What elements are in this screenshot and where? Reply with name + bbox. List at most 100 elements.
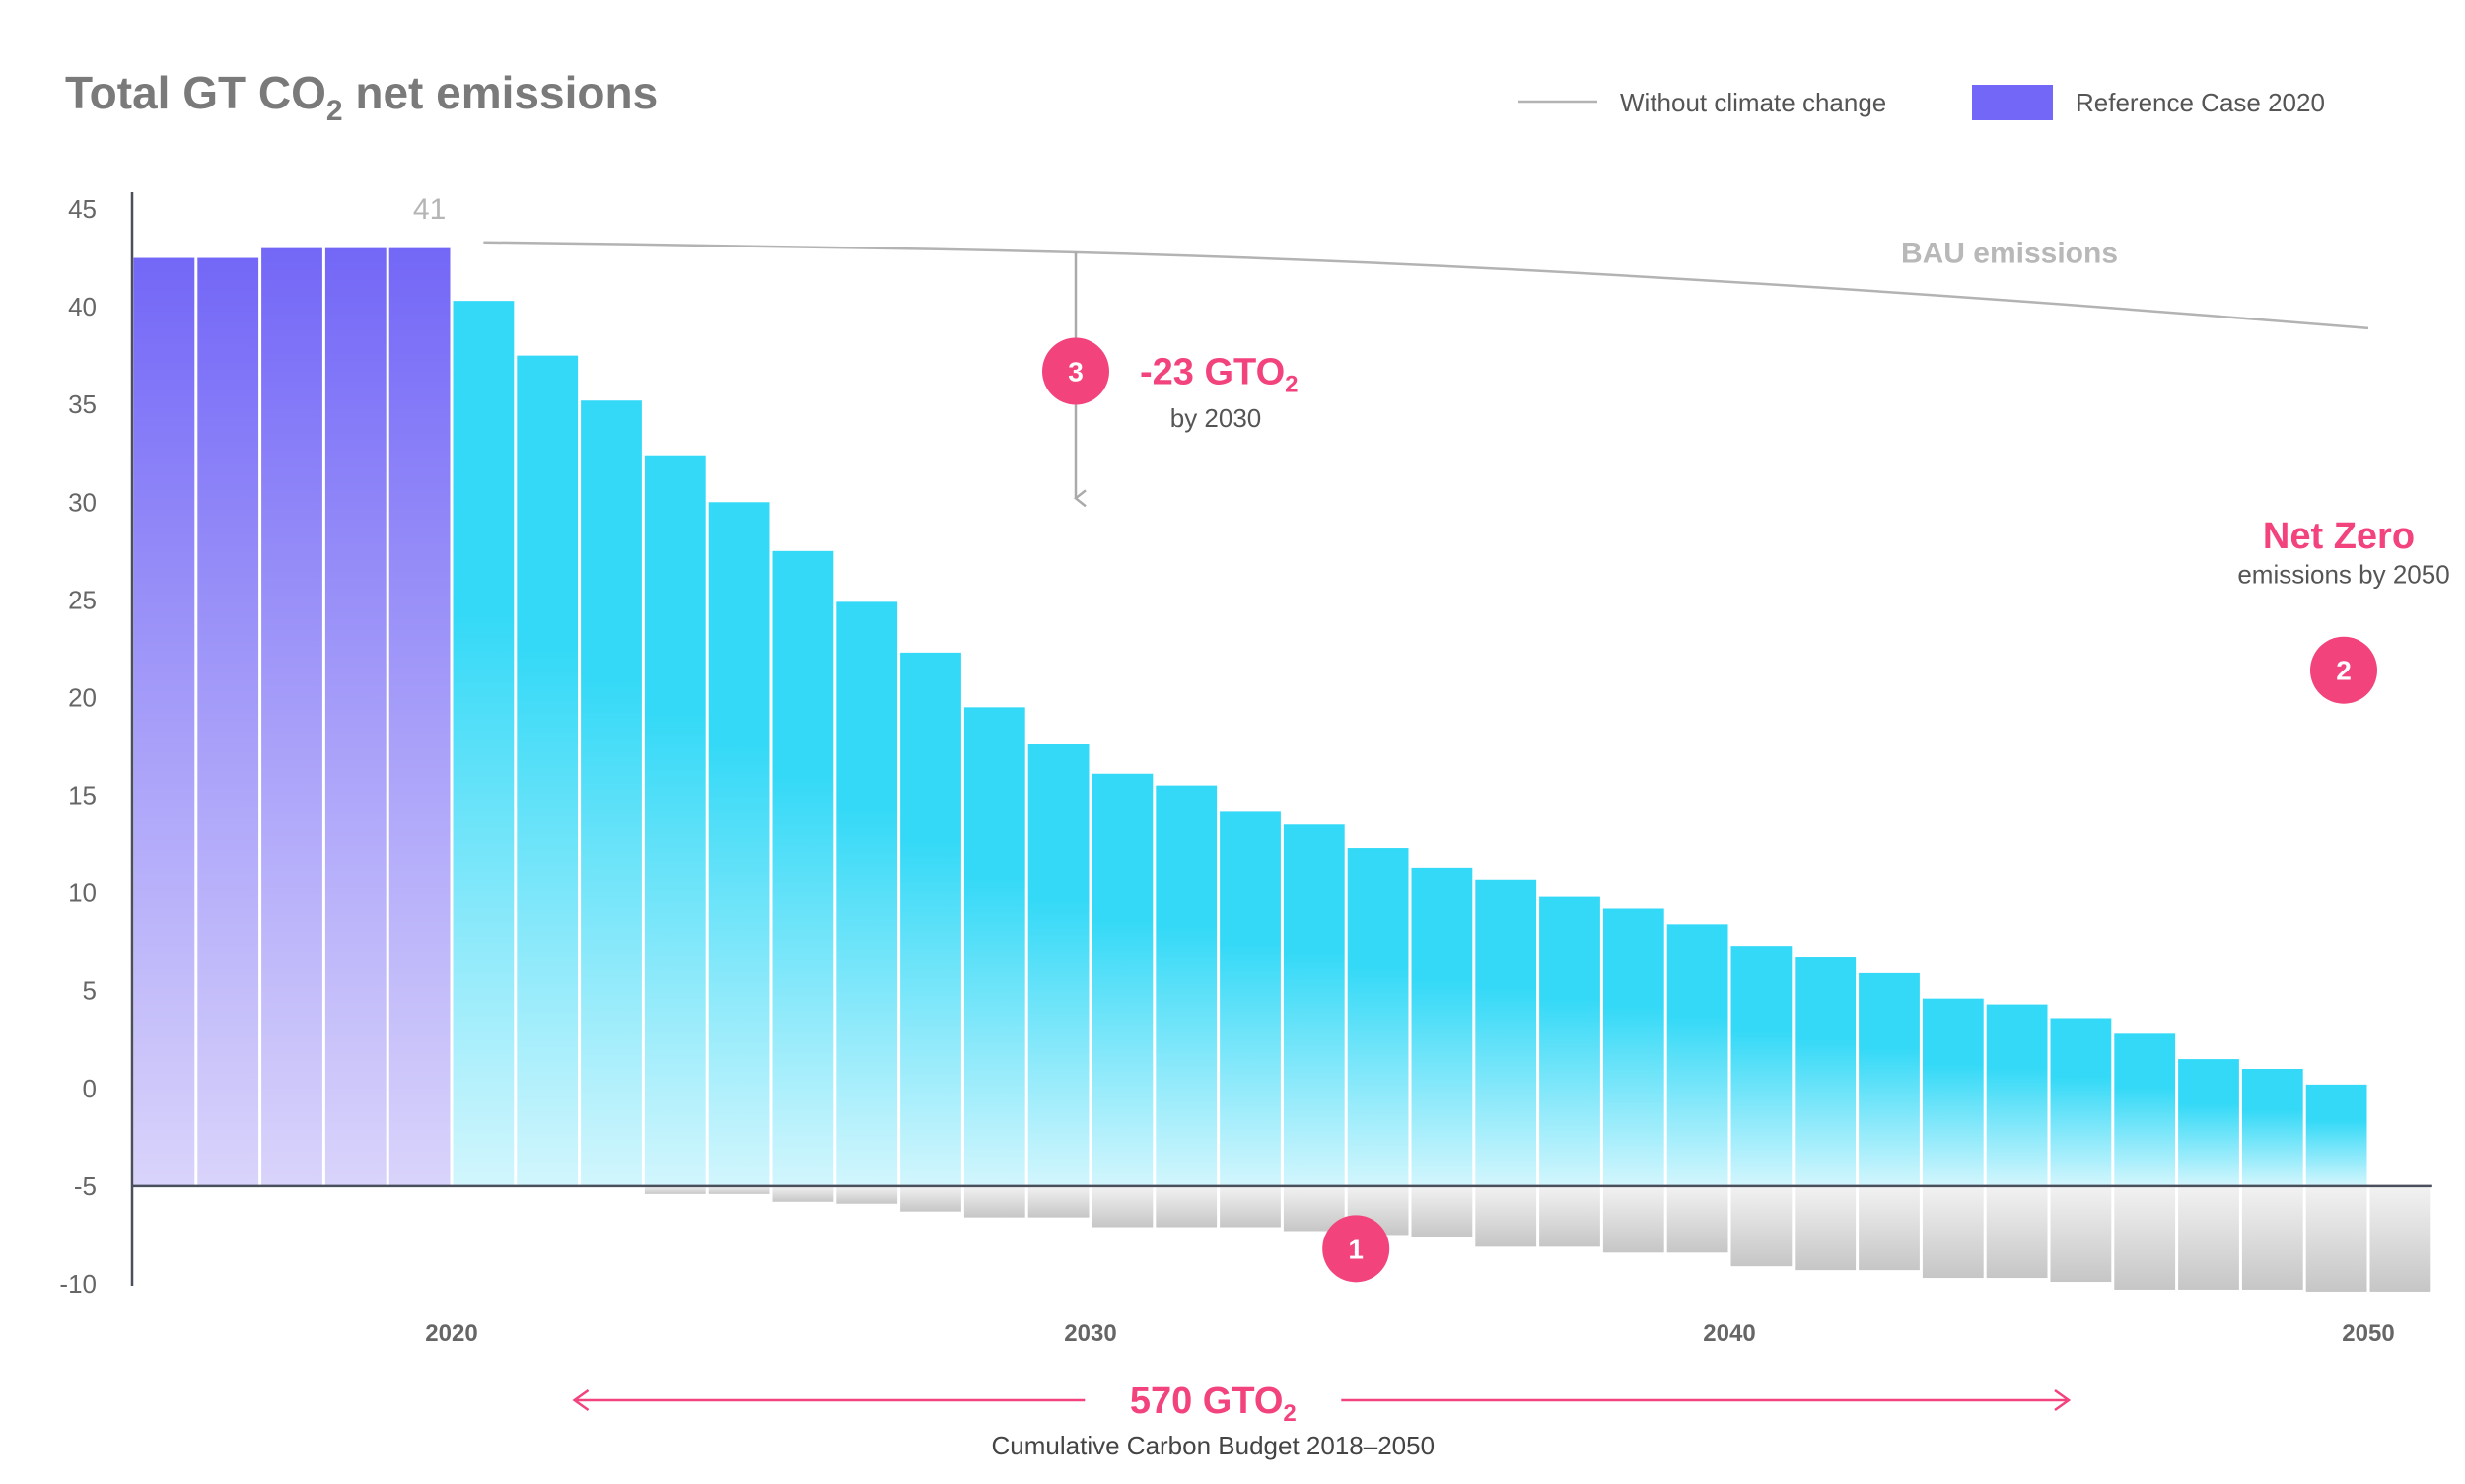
x-tick-label: 2040 [1703, 1320, 1755, 1347]
badge-2-circle [2310, 636, 2377, 704]
projection-bar-2039 [1666, 924, 1728, 1186]
projection-bar-2043 [1922, 998, 1984, 1186]
y-tick-label: 15 [68, 781, 97, 811]
negative-bar-2027 [900, 1185, 961, 1212]
projection-bar-2025 [772, 550, 834, 1186]
negative-bar-2023 [644, 1185, 706, 1194]
negative-bar-2045 [2050, 1185, 2112, 1283]
projection-bar-2037 [1539, 896, 1600, 1186]
legend-line-label: Without climate change [1620, 88, 1886, 117]
negative-bar-2037 [1539, 1185, 1600, 1247]
negative-bar-2032 [1220, 1185, 1281, 1228]
projection-bar-2040 [1730, 946, 1793, 1186]
projection-bar-2030 [1092, 773, 1154, 1186]
carbon-budget-annotation: 570 GTO2 Cumulative Carbon Budget 2018–2… [572, 1380, 2072, 1460]
negative-bar-2024 [708, 1185, 770, 1194]
bau-emissions-label: BAU emissions [1901, 238, 2118, 270]
negative-bar-2038 [1602, 1185, 1664, 1253]
negative-bar-2041 [1795, 1185, 1857, 1271]
negative-bar-2049 [2305, 1185, 2367, 1292]
projection-bar-2029 [1027, 744, 1090, 1186]
x-tick-label: 2020 [425, 1320, 477, 1347]
negative-bars [644, 1185, 2431, 1292]
y-tick-label: 30 [68, 487, 97, 517]
projection-bar-2020 [453, 301, 515, 1186]
y-axis: 45 40 35 30 25 20 15 10 5 0 -5 -10 [59, 194, 97, 1299]
badge-2-number: 2 [2336, 656, 2352, 686]
negative-bar-2035 [1411, 1185, 1473, 1237]
reference-bar-2016 [197, 257, 259, 1186]
reduction-value-subscript: 2 [1285, 371, 1298, 397]
title-subscript: 2 [326, 95, 343, 127]
negative-bar-2040 [1730, 1185, 1793, 1267]
axis-lines [130, 192, 2432, 1286]
budget-value-subscript: 2 [1283, 1400, 1296, 1427]
negative-bar-2028 [963, 1185, 1025, 1218]
projection-bar-2049 [2305, 1084, 2367, 1186]
reference-bar-2017 [261, 247, 322, 1186]
reduction-annotation: 3 -23 GTO2 by 2030 [1042, 251, 1298, 508]
badge-3-circle [1042, 337, 1109, 405]
reduction-value-main: -23 GTO [1140, 351, 1285, 392]
negative-bar-2031 [1156, 1185, 1218, 1228]
budget-arrowhead-left [572, 1388, 590, 1412]
projection-bar-2048 [2241, 1069, 2303, 1186]
negative-bar-2030 [1092, 1185, 1154, 1228]
y-tick-label: 40 [68, 292, 97, 321]
negative-emissions-annotation: 1 [1322, 1215, 1390, 1283]
title-main: Total GT CO [65, 67, 326, 118]
y-tick-label: -5 [74, 1171, 97, 1201]
budget-value: 570 GTO2 [1130, 1380, 1297, 1427]
badge-1-circle [1322, 1215, 1390, 1283]
negative-bar-2039 [1666, 1185, 1728, 1253]
bau-emissions-line [483, 241, 2369, 330]
net-zero-title: Net Zero [2263, 516, 2415, 557]
projection-bar-2023 [644, 455, 706, 1186]
projection-bar-2026 [836, 601, 898, 1186]
peak-value-label: 41 [413, 193, 446, 226]
y-tick-label: 25 [68, 585, 97, 614]
negative-bar-2042 [1859, 1185, 1920, 1271]
reference-bar-2018 [324, 247, 387, 1186]
reference-bar-2015 [133, 257, 195, 1186]
x-tick-label: 2030 [1064, 1320, 1116, 1347]
title-rest: net emissions [343, 67, 659, 118]
badge-1-number: 1 [1348, 1234, 1364, 1264]
reference-bars [133, 247, 451, 1186]
projection-bar-2022 [581, 400, 642, 1186]
reduction-caption: by 2030 [1170, 403, 1262, 433]
negative-bar-2046 [2114, 1185, 2176, 1290]
y-tick-label: -10 [59, 1269, 97, 1299]
y-tick-label: 10 [68, 879, 97, 908]
negative-bar-2029 [1027, 1185, 1090, 1218]
x-tick-label: 2050 [2342, 1320, 2394, 1347]
budget-caption: Cumulative Carbon Budget 2018–2050 [992, 1431, 1436, 1460]
negative-bar-2048 [2241, 1185, 2303, 1290]
legend-bar-label: Reference Case 2020 [2076, 88, 2325, 117]
budget-arrowhead-right [2054, 1388, 2072, 1412]
negative-bar-2026 [836, 1185, 898, 1204]
projection-bar-2035 [1411, 867, 1473, 1186]
x-axis: 2020 2030 2040 2050 [425, 1320, 2394, 1347]
reduction-value: -23 GTO2 [1140, 351, 1298, 397]
projection-bar-2044 [1986, 1004, 2048, 1186]
projection-bar-2042 [1859, 972, 1920, 1186]
badge-3-number: 3 [1068, 356, 1084, 387]
projection-bar-2045 [2050, 1018, 2112, 1186]
projection-bar-2027 [900, 652, 961, 1186]
negative-bar-2047 [2178, 1185, 2239, 1290]
bau-line-group [483, 241, 2369, 330]
projection-bar-2031 [1156, 785, 1218, 1186]
net-zero-annotation: Net Zero emissions by 2050 2 [2237, 516, 2450, 704]
negative-bar-2050 [2369, 1185, 2431, 1292]
projection-bar-2046 [2114, 1033, 2176, 1186]
projection-bar-2047 [2178, 1059, 2239, 1186]
budget-value-main: 570 GTO [1130, 1380, 1284, 1422]
net-zero-caption: emissions by 2050 [2237, 560, 2449, 590]
projection-bar-2034 [1347, 848, 1409, 1186]
negative-bar-2025 [772, 1185, 834, 1202]
negative-bar-2036 [1475, 1185, 1537, 1247]
projection-bar-2032 [1220, 811, 1281, 1186]
